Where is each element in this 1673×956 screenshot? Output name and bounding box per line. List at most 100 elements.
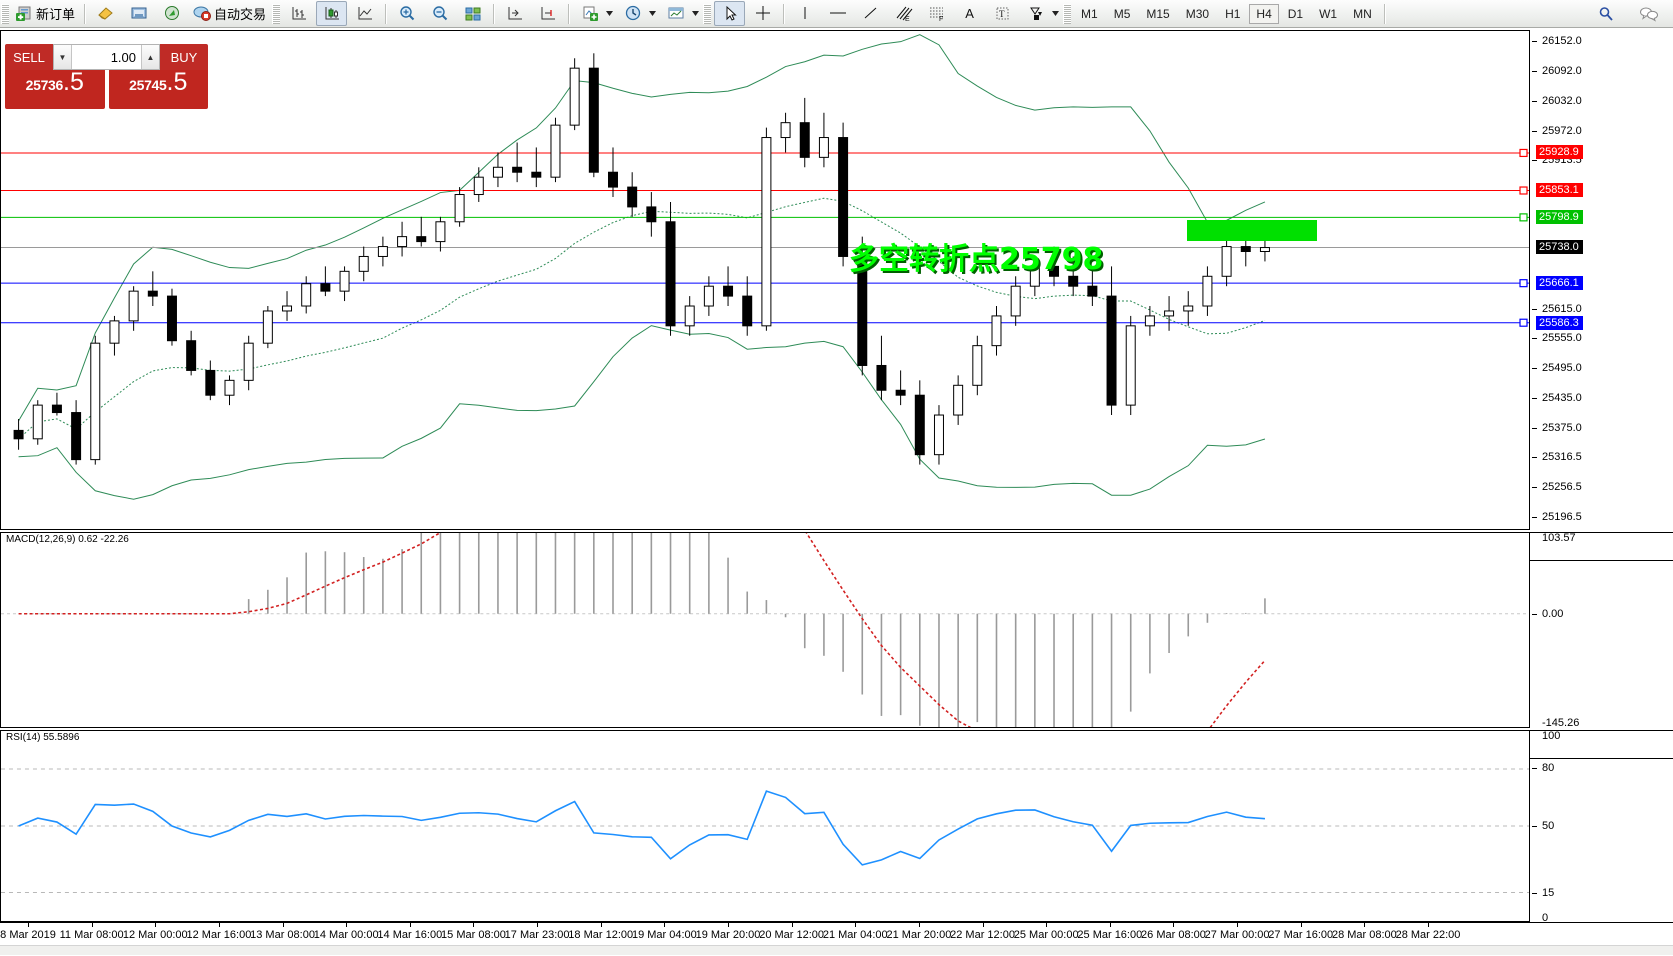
timeframe-m30[interactable]: M30 [1185, 6, 1210, 21]
indicators-button[interactable] [574, 1, 605, 26]
sell-price-int: 25736 [25, 77, 64, 93]
time-label: 26 Mar 08:00 [1141, 929, 1206, 941]
chat-button[interactable] [1633, 1, 1664, 26]
buy-price[interactable]: 25745.5 [108, 70, 208, 109]
axis-badge-resistance-1[interactable]: 25928.9 [1536, 145, 1583, 160]
metaeditor-button[interactable] [90, 1, 121, 26]
candle-body [128, 290, 139, 322]
timeframe-m1[interactable]: M1 [1081, 6, 1098, 21]
text-button[interactable]: A [965, 6, 974, 21]
level-handle-support-2 [1519, 318, 1528, 327]
shapes-icon [1029, 7, 1042, 20]
candle-body [857, 255, 868, 366]
time-label: 15 Mar 08:00 [441, 929, 506, 941]
toolbar-grip[interactable] [1, 3, 9, 24]
crosshair-button[interactable] [747, 1, 778, 26]
text-label-button[interactable]: T [987, 1, 1018, 26]
shift-end-button[interactable] [499, 1, 530, 26]
volume-dropdown-icon[interactable]: ▼ [54, 45, 72, 69]
auto-scroll-icon [541, 7, 555, 20]
templates-button[interactable] [660, 1, 691, 26]
candle-body [1221, 246, 1232, 277]
candle-body [933, 414, 944, 456]
new-order-button[interactable]: 新订单 [12, 1, 79, 26]
price-axis[interactable]: 26152.0 26092.0 26032.0 25972.0 25913.5 25615… [1530, 30, 1673, 924]
bar-chart-button[interactable] [283, 1, 314, 26]
navigator-button[interactable] [156, 1, 187, 26]
horizontal-line-button[interactable] [822, 1, 853, 26]
axis-tick [1532, 368, 1537, 370]
candle-body [224, 379, 235, 396]
terminal-button[interactable] [123, 1, 154, 26]
highlight-rectangle[interactable] [1187, 220, 1317, 241]
axis-badge-pivot-25798[interactable]: 25798.9 [1536, 210, 1583, 225]
trendline-button[interactable] [855, 1, 886, 26]
level-handle-support-1 [1519, 279, 1528, 288]
autotrade-button[interactable]: 自动交易 [189, 1, 270, 26]
candle-body [320, 283, 331, 292]
shapes-dropdown-arrow[interactable] [1051, 11, 1060, 16]
period-button[interactable] [617, 1, 648, 26]
axis-tick [1532, 71, 1537, 73]
search-button[interactable] [1590, 1, 1621, 26]
bollinger-upper [18, 34, 1266, 422]
one-click-trading-panel[interactable]: SELL ▼ 1.00 ▲ BUY 25736.5 25745.5 [5, 44, 208, 109]
shapes-button[interactable] [1020, 1, 1051, 26]
axis-price-tick-11: 25256.5 [1542, 480, 1582, 493]
tile-windows-button[interactable] [457, 1, 488, 26]
time-label: 25 Mar 00:00 [1013, 929, 1079, 941]
auto-scroll-button[interactable] [532, 1, 563, 26]
timeframe-h4[interactable]: H4 [1249, 3, 1279, 24]
price-chart-pane[interactable] [0, 30, 1530, 530]
timeframe-m15[interactable]: M15 [1146, 6, 1170, 21]
time-tick [1109, 923, 1111, 927]
axis-tick [1532, 826, 1537, 827]
volume-stepper-icon[interactable]: ▲ [141, 45, 159, 69]
chart-text-annotation[interactable]: 多空转折点25798 [849, 242, 1104, 277]
toolbar-separator-2 [385, 3, 387, 24]
timeframe-mn[interactable]: MN [1353, 6, 1372, 21]
candle-body [1202, 275, 1213, 307]
timeframe-w1[interactable]: W1 [1319, 6, 1338, 21]
zoom-out-button[interactable] [424, 1, 455, 26]
candle-body [703, 285, 714, 307]
rsi-pane[interactable]: RSI(14) 55.5896 [0, 730, 1530, 922]
candle-body [166, 295, 177, 342]
volume-value[interactable]: 1.00 [110, 49, 136, 65]
axis-badge-resistance-2[interactable]: 25853.1 [1536, 183, 1583, 198]
sell-price[interactable]: 25736.5 [5, 70, 105, 109]
time-tick [91, 923, 93, 927]
period-dropdown-arrow[interactable] [648, 11, 657, 16]
line-chart-button[interactable] [349, 1, 380, 26]
time-tick [218, 923, 220, 927]
indicators-dropdown-arrow[interactable] [605, 11, 614, 16]
toolbar-grip-4[interactable] [1063, 3, 1072, 24]
equidistant-channel-button[interactable]: E [888, 1, 919, 26]
toolbar-grip-2[interactable] [272, 3, 281, 24]
fibonacci-button[interactable]: F [921, 1, 952, 26]
templates-dropdown-arrow[interactable] [691, 11, 700, 16]
axis-badge-support-2[interactable]: 25586.3 [1536, 315, 1583, 330]
volume-field[interactable]: ▼ 1.00 ▲ [53, 44, 160, 70]
candle-body [895, 389, 906, 396]
vertical-line-button[interactable] [789, 1, 820, 26]
bollinger-middle [18, 197, 1266, 440]
buy-button[interactable]: BUY [160, 44, 208, 70]
timeframe-d1[interactable]: D1 [1287, 6, 1304, 21]
time-label: 12 Mar 00:00 [122, 929, 188, 941]
axis-macd-max: 103.57 [1542, 532, 1576, 544]
axis-badge-support-1[interactable]: 25666.1 [1536, 276, 1583, 291]
macd-pane[interactable]: MACD(12,26,9) 0.62 -22.26 [0, 532, 1530, 728]
zoom-in-button[interactable] [391, 1, 422, 26]
candlestick-button[interactable] [316, 1, 348, 26]
sell-button[interactable]: SELL [5, 44, 53, 70]
axis-price-tick-6: 25555.0 [1542, 332, 1582, 345]
timeframe-h1[interactable]: H1 [1225, 6, 1241, 21]
bar-chart-icon [292, 7, 306, 20]
main-toolbar: 新订单 自动交易 [0, 0, 1673, 28]
toolbar-grip-3[interactable] [703, 3, 712, 24]
axis-badge-current-price[interactable]: 25738.0 [1536, 240, 1583, 255]
candle-body [1144, 315, 1155, 327]
timeframe-m5[interactable]: M5 [1113, 6, 1131, 21]
cursor-button[interactable] [714, 1, 746, 26]
